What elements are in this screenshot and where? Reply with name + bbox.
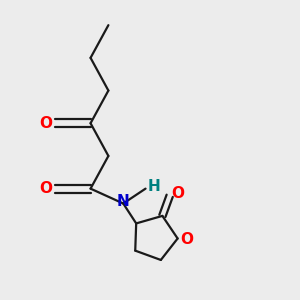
Text: O: O bbox=[180, 232, 193, 247]
Text: N: N bbox=[117, 194, 130, 209]
Text: O: O bbox=[39, 181, 52, 196]
Text: O: O bbox=[172, 186, 184, 201]
Text: H: H bbox=[147, 179, 160, 194]
Text: O: O bbox=[39, 116, 52, 131]
